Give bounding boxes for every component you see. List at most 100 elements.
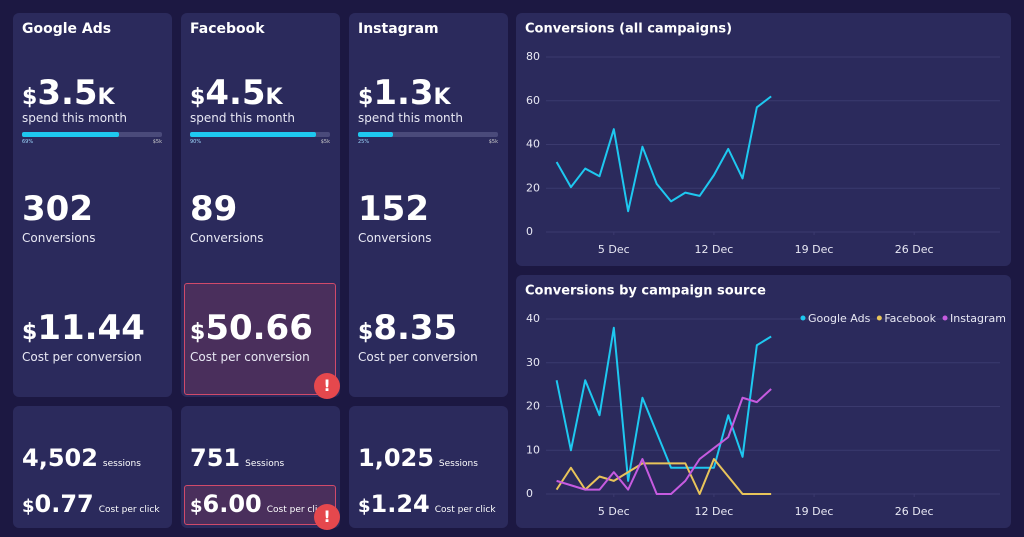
cpc-label: Cost per click — [98, 505, 160, 515]
cost-value: 50.66 — [205, 308, 313, 348]
spend-value: 4.5 — [205, 73, 266, 113]
x-tick-label: 19 Dec — [795, 505, 834, 518]
y-tick-label: 40 — [526, 312, 540, 325]
sessions: 751 Sessions — [190, 444, 284, 472]
spend-unit: K — [265, 85, 283, 110]
currency: $ — [22, 496, 35, 517]
legend-label: Instagram — [950, 312, 1006, 325]
budget-track — [358, 132, 498, 137]
card-title: Google Ads — [22, 21, 112, 37]
budget-track — [22, 132, 162, 137]
budget-label: 69% — [22, 139, 34, 145]
budget-bar — [358, 132, 393, 137]
cost-label: Cost per conversion — [358, 350, 478, 364]
spend: $4.5 K — [190, 73, 283, 113]
spend: $3.5 K — [22, 73, 115, 113]
legend-marker — [942, 315, 948, 321]
x-tick-label: 19 Dec — [795, 243, 834, 256]
x-tick-label: 5 Dec — [598, 505, 630, 518]
series-line — [555, 326, 772, 482]
x-tick-label: 12 Dec — [695, 243, 734, 256]
card-title: Instagram — [358, 21, 439, 37]
spend-label: spend this month — [358, 111, 463, 125]
conversions: 152 — [358, 189, 429, 229]
budget-bar — [190, 132, 316, 137]
budget-label: 90% — [190, 139, 202, 145]
y-tick-label: 30 — [526, 356, 540, 369]
alert-box — [184, 283, 336, 395]
cost-per-click: $6.00 Cost per click — [190, 490, 328, 518]
y-tick-label: 60 — [526, 94, 540, 107]
spend: $1.3 K — [358, 73, 451, 113]
sessions-label: Sessions — [438, 459, 478, 469]
sessions: 1,025 Sessions — [358, 444, 478, 472]
budget-limit: $5k — [320, 139, 330, 145]
x-tick-label: 5 Dec — [598, 243, 630, 256]
conversions: 302 — [22, 189, 93, 229]
cost-per-conversion: $11.44 — [22, 308, 145, 348]
cpc-value: 0.77 — [34, 490, 94, 518]
alert-icon: ! — [314, 504, 340, 530]
legend-label: Google Ads — [808, 312, 871, 325]
cost-per-click: $0.77 Cost per click — [22, 490, 160, 518]
series-line — [556, 388, 772, 495]
conversions-label: Conversions — [22, 231, 96, 245]
series-line — [555, 458, 772, 495]
cost-per-conversion: $8.35 — [358, 308, 457, 348]
cpc-value: 1.24 — [370, 490, 430, 518]
currency: $ — [190, 85, 206, 110]
budget-limit: $5k — [488, 139, 498, 145]
y-tick-label: 40 — [526, 138, 540, 151]
currency: $ — [358, 320, 374, 345]
y-tick-label: 10 — [526, 443, 540, 456]
cpc-value: 6.00 — [202, 490, 262, 518]
conversions: 89 — [190, 189, 238, 229]
cost-label: Cost per conversion — [22, 350, 142, 364]
cost-value: 11.44 — [37, 308, 145, 348]
budget-track — [190, 132, 330, 137]
legend-label: Facebook — [884, 312, 936, 325]
sessions-label: Sessions — [245, 459, 285, 469]
spend-label: spend this month — [190, 111, 295, 125]
y-tick-label: 20 — [526, 181, 540, 194]
legend-marker — [800, 315, 806, 321]
spend-unit: K — [97, 85, 115, 110]
sessions-value: 1,025 — [358, 444, 434, 472]
chart: Conversions (all campaigns) 0 20 40 60 80 5 De… — [525, 22, 1000, 256]
currency: $ — [190, 320, 206, 345]
chart-card: Conversions (all campaigns) 0 20 40 60 80 5 De… — [516, 13, 1011, 266]
sessions-card: 4,502 sessions $0.77 Cost per click — [13, 406, 172, 528]
currency: $ — [22, 85, 38, 110]
x-tick-label: 12 Dec — [695, 505, 734, 518]
y-tick-label: 0 — [526, 225, 533, 238]
sessions-card: 1,025 Sessions $1.24 Cost per click — [349, 406, 508, 528]
budget-label: 25% — [358, 139, 370, 145]
sessions-card: 751 Sessions $6.00 Cost per click! — [181, 406, 340, 530]
spend-value: 3.5 — [37, 73, 98, 113]
chart-title: Conversions by campaign source — [525, 284, 766, 299]
sessions-label: sessions — [102, 459, 141, 469]
chart: Conversions by campaign source 0 10 20 30 40 5… — [525, 284, 1006, 519]
spend-unit: K — [433, 85, 451, 110]
currency: $ — [190, 496, 203, 517]
legend-marker — [876, 315, 882, 321]
sessions-value: 4,502 — [22, 444, 98, 472]
budget-bar — [22, 132, 119, 137]
spend-value: 1.3 — [373, 73, 434, 113]
chart-title: Conversions (all campaigns) — [525, 22, 732, 37]
currency: $ — [358, 85, 374, 110]
cost-per-conversion: $50.66 — [190, 308, 313, 348]
y-tick-label: 20 — [526, 400, 540, 413]
alert-icon: ! — [314, 373, 340, 399]
cpc-label: Cost per click — [266, 505, 328, 515]
cost-per-click: $1.24 Cost per click — [358, 490, 496, 518]
budget-limit: $5k — [152, 139, 162, 145]
y-tick-label: 80 — [526, 50, 540, 63]
cost-label: Cost per conversion — [190, 350, 310, 364]
conversions-label: Conversions — [190, 231, 264, 245]
card-title: Facebook — [190, 21, 265, 37]
